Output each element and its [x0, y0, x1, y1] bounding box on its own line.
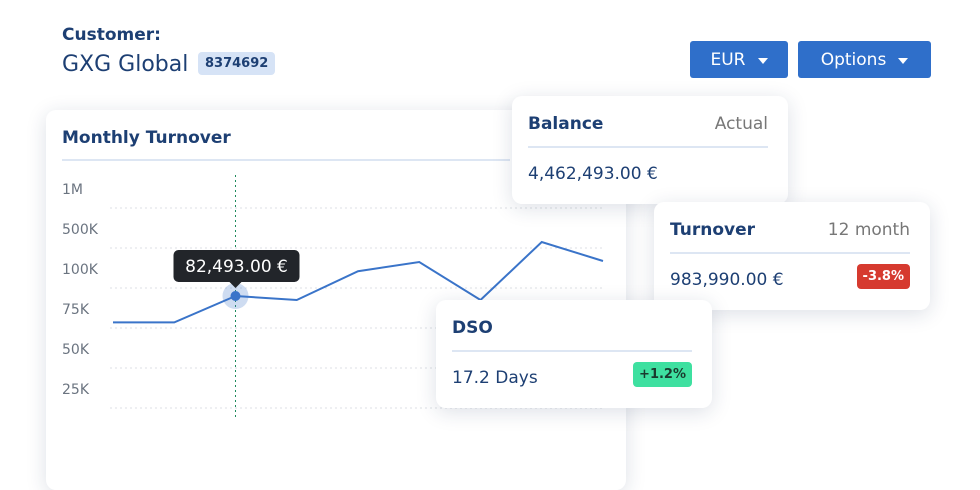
change-badge: -3.8% — [856, 264, 910, 289]
customer-label: Customer: — [62, 25, 161, 45]
card-rule — [528, 146, 768, 148]
y-tick-label: 1M — [62, 182, 83, 198]
chart-title: Monthly Turnover — [62, 128, 231, 148]
currency-button[interactable]: EUR — [690, 41, 788, 78]
caret — [898, 58, 909, 64]
button-label: EUR — [710, 49, 746, 70]
button-label: Options — [820, 49, 887, 70]
card-value: 17.2 Days — [452, 368, 538, 388]
tooltip: 82,493.00 € — [173, 250, 300, 289]
y-tick-label: 25K — [62, 382, 90, 398]
card-value: 4,462,493.00 € — [528, 164, 658, 184]
caret — [757, 58, 768, 64]
card-period: 12 month — [827, 220, 910, 240]
dso-card: DSO 17.2 Days +1.2% — [436, 300, 712, 408]
card-title: DSO — [452, 318, 493, 338]
card-title: Turnover — [670, 220, 755, 240]
card-rule — [452, 350, 692, 352]
card-title: Balance — [528, 114, 604, 134]
y-tick-label: 50K — [62, 342, 90, 358]
y-tick-label: 75K — [62, 302, 90, 318]
page: Customer: GXG Global 8374692 EUR Options… — [62, 25, 931, 418]
tooltip-box — [173, 250, 300, 283]
card-rule — [670, 252, 910, 254]
balance-card: Balance Actual 4,462,493.00 € — [512, 96, 788, 204]
card-period: Actual — [714, 114, 768, 134]
y-tick-label: 100K — [62, 262, 99, 278]
card-value: 983,990.00 € — [670, 270, 784, 290]
customer-name: GXG Global — [62, 52, 189, 77]
chart: Monthly Turnover 1M 500K 100K 75K 50K 25K 82,4… — [62, 128, 605, 418]
turnover-card: Turnover 12 month 983,990.00 € -3.8% — [654, 202, 930, 310]
y-tick-label: 500K — [62, 222, 99, 238]
options-button[interactable]: Options — [798, 41, 931, 78]
tooltip-pointer — [228, 281, 243, 289]
customer-id: 8374692 — [198, 52, 276, 75]
change-badge: +1.2% — [633, 362, 692, 387]
line — [113, 240, 604, 324]
tooltip-label: 82,493.00 € — [185, 257, 288, 277]
highlight-point — [230, 291, 241, 302]
